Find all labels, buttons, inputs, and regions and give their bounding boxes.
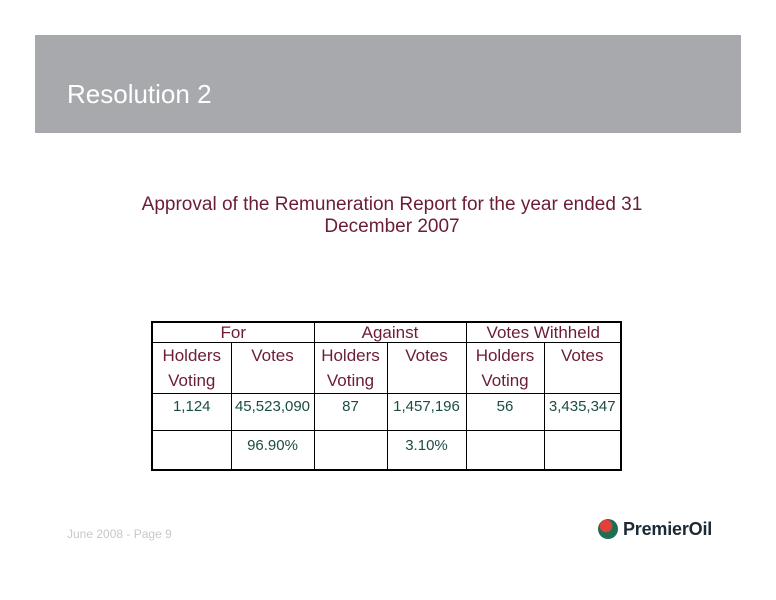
subheader-cell: Holders Voting [313, 342, 388, 394]
against-holders-pct [313, 430, 388, 471]
subheader-line: Votes [560, 346, 604, 365]
subheader-line: Voting [481, 371, 529, 390]
for-votes-count: 45,523,090 [230, 393, 315, 431]
resolution-subtitle: Approval of the Remuneration Report for … [100, 194, 684, 238]
subheader-row: Holders Voting Votes Holders Voting Votes … [151, 342, 622, 394]
for-holders-count: 1,124 [151, 393, 232, 431]
subheader-cell: Holders Voting [151, 342, 232, 394]
withheld-votes-count: 3,435,347 [543, 393, 622, 431]
subheader-cell: Holders Voting [465, 342, 545, 394]
for-holders-pct [151, 430, 232, 471]
votes-table: For Against Votes Withheld Holders Voting… [151, 321, 622, 471]
group-against: Against [313, 321, 467, 343]
counts-row: 1,124 45,523,090 87 1,457,196 56 3,435,3… [151, 393, 622, 431]
subtitle-line-1: Approval of the Remuneration Report for … [141, 194, 643, 215]
against-votes-pct: 3.10% [386, 430, 467, 471]
subheader-cell: Votes [386, 342, 467, 394]
subheader-line: Voting [326, 371, 375, 390]
against-holders-count: 87 [313, 393, 388, 431]
percentages-row: 96.90% 3.10% [151, 430, 622, 471]
subheader-line: Votes [251, 346, 294, 365]
subheader-line: Holders [321, 346, 380, 365]
subheader-cell: Votes [543, 342, 622, 394]
logo-wordmark: PremierOil [623, 518, 713, 539]
subheader-line: Holders [475, 346, 535, 365]
premier-oil-logo: PremierOil [598, 516, 712, 542]
subheader-cell: Votes [230, 342, 315, 394]
against-votes-count: 1,457,196 [386, 393, 467, 431]
footer-page-label: June 2008 - Page 9 [67, 527, 172, 541]
for-votes-pct: 96.90% [230, 430, 315, 471]
subtitle-line-2: December 2007 [324, 216, 460, 237]
title-bar: Resolution 2 [35, 35, 741, 133]
premier-oil-logo-icon [598, 519, 618, 539]
withheld-votes-pct [543, 430, 622, 471]
group-for: For [151, 321, 315, 343]
subheader-line: Holders [162, 346, 222, 365]
withheld-holders-count: 56 [465, 393, 545, 431]
withheld-holders-pct [465, 430, 545, 471]
group-header-row: For Against Votes Withheld [151, 321, 622, 343]
subheader-line: Voting [168, 371, 216, 390]
group-withheld: Votes Withheld [465, 321, 622, 343]
subheader-line: Votes [405, 346, 448, 365]
page-title: Resolution 2 [67, 79, 212, 109]
